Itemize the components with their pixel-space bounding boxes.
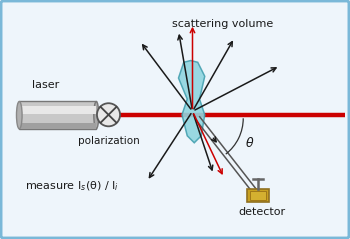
Bar	[19, 123, 96, 129]
Ellipse shape	[16, 102, 22, 129]
Text: scattering volume: scattering volume	[172, 19, 273, 28]
Polygon shape	[178, 60, 205, 143]
Bar	[247, 189, 269, 202]
Bar	[250, 191, 266, 200]
Text: measure I$_{s}$(θ) / I$_{i}$: measure I$_{s}$(θ) / I$_{i}$	[25, 180, 118, 193]
Circle shape	[97, 103, 120, 126]
Text: polarization: polarization	[78, 136, 139, 146]
Bar	[19, 106, 96, 114]
Text: detector: detector	[238, 207, 285, 217]
Ellipse shape	[94, 102, 99, 129]
Bar	[19, 102, 96, 129]
Text: laser: laser	[32, 80, 59, 90]
Text: θ: θ	[246, 137, 253, 150]
